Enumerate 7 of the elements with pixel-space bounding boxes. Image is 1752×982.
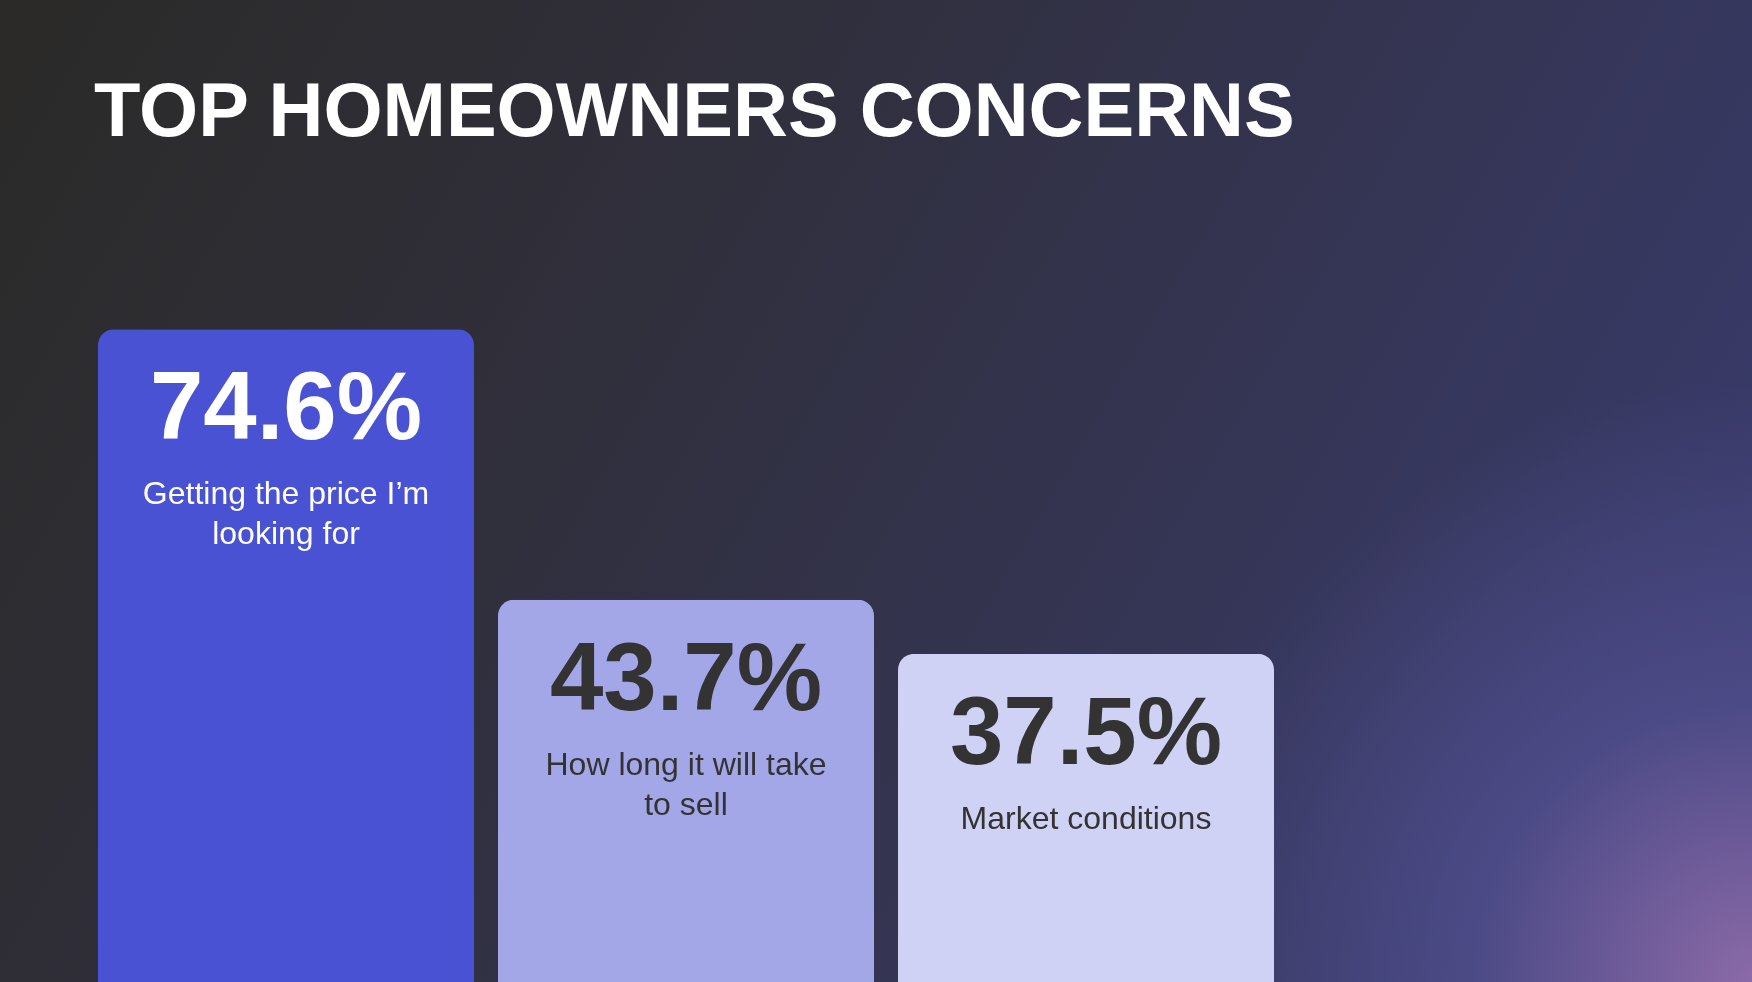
x-tick-label: Getting the price I’m looking for <box>142 475 430 552</box>
chart-title: TOP HOMEOWNERS CONCERNS <box>94 67 1295 152</box>
x-tick-label: How long it will take to sell <box>545 745 827 822</box>
data-label: 37.5% <box>949 676 1223 784</box>
x-tick-label: Market conditions <box>960 799 1212 836</box>
data-label: 74.6% <box>149 352 423 460</box>
data-label: 43.7% <box>549 622 823 730</box>
